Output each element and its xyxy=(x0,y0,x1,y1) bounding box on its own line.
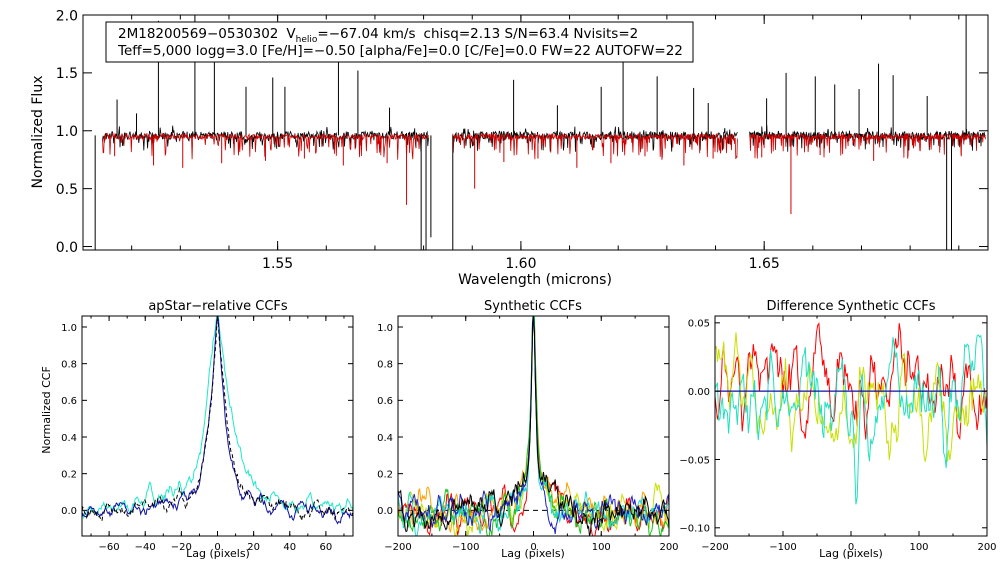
y-tick-label: 1.0 xyxy=(61,323,77,334)
x-tick-label: 20 xyxy=(247,542,260,553)
visit-2-ccf-line xyxy=(81,315,354,525)
y-tick-label: 2.0 xyxy=(56,8,78,24)
v-subscript: helio xyxy=(296,35,318,45)
difference-x-ticks: −200 −100 0 100 200 xyxy=(701,316,997,553)
x-tick-label: 100 xyxy=(909,542,928,553)
y-tick-label: 0.00 xyxy=(688,387,710,398)
difference-ccf-panel: Difference Synthetic CCFs −200 −100 0 100 20… xyxy=(679,299,996,560)
observed-spectrum-segment xyxy=(452,126,738,152)
x-tick-label: −100 xyxy=(769,542,796,553)
combined-ccf-line xyxy=(81,315,354,522)
y-tick-label: 0.0 xyxy=(56,240,78,256)
s5-ccf-line xyxy=(397,315,670,537)
x-tick-label: −200 xyxy=(384,542,411,553)
x-tick-label: 100 xyxy=(592,542,611,553)
x-tick-label: 0 xyxy=(530,542,536,553)
annotation-line-2: Teff=5,000 logg=3.0 [Fe/H]=−0.50 [alpha/… xyxy=(117,43,683,59)
y-tick-label: 1.5 xyxy=(56,66,78,82)
y-tick-label: 0.0 xyxy=(61,506,77,517)
apstar-plot-area xyxy=(81,315,354,525)
synthetic-x-label: Lag (pixels) xyxy=(501,547,565,560)
y-tick-label: 0.4 xyxy=(377,433,393,444)
synthetic-x-ticks: −200 −100 0 100 200 xyxy=(384,316,679,553)
star-id: 2M18200569−0530302 xyxy=(118,26,278,42)
x-tick-label: −20 xyxy=(171,542,192,553)
annotation-frame xyxy=(105,21,694,63)
x-tick-label: 40 xyxy=(283,542,296,553)
y-tick-label: 0.4 xyxy=(61,433,77,444)
y-tick-label: 0.6 xyxy=(377,396,393,407)
x-tick-label: 0 xyxy=(848,542,854,553)
x-tick-label: 1.65 xyxy=(749,256,780,272)
apstar-y-ticks: 0.0 0.2 0.4 0.6 0.8 1.0 xyxy=(61,323,353,517)
x-tick-label: 1.55 xyxy=(262,256,293,272)
y-tick-label: −0.05 xyxy=(679,455,710,466)
synthetic-plot-area xyxy=(397,315,670,538)
synthetic-y-ticks: 0.0 0.2 0.4 0.6 0.8 1.0 xyxy=(377,323,669,517)
v-value: =−67.04 km/s xyxy=(317,26,415,42)
x-tick-label: −60 xyxy=(99,542,120,553)
x-tick-label: 0 xyxy=(214,542,220,553)
fit-stats: chisq=2.13 S/N=63.4 Nvisits=2 xyxy=(424,26,639,42)
y-tick-label: 1.0 xyxy=(377,323,393,334)
x-tick-label: −200 xyxy=(701,542,728,553)
apstar-x-label: Lag (pixels) xyxy=(186,547,250,560)
y-tick-label: 0.0 xyxy=(377,506,393,517)
y-tick-label: −0.10 xyxy=(679,524,710,535)
spectrum-frame xyxy=(82,14,989,251)
spectrum-y-label: Normalized Flux xyxy=(30,76,46,189)
visit-1-ccf-line xyxy=(81,315,354,520)
synthetic-ccf-panel: Synthetic CCFs −200 −100 0 100 200 0.0 0.2 0.4… xyxy=(377,299,678,560)
difference-frame xyxy=(714,315,988,537)
d3-difference-line xyxy=(714,334,988,505)
y-tick-label: 0.2 xyxy=(61,469,77,480)
y-tick-label: 0.8 xyxy=(377,359,393,370)
d1-difference-line xyxy=(714,322,988,440)
y-tick-label: 0.05 xyxy=(688,319,710,330)
spectrum-x-label: Wavelength (microns) xyxy=(458,272,612,288)
spectrum-x-ticks: 1.55 1.60 1.65 xyxy=(82,15,960,272)
y-tick-label: 0.2 xyxy=(377,469,393,480)
difference-plot-area xyxy=(714,322,988,505)
apstar-y-label: Normalized CCF xyxy=(40,366,53,454)
synthetic-panel-title: Synthetic CCFs xyxy=(484,299,582,314)
x-tick-label: −40 xyxy=(135,542,156,553)
apstar-x-ticks: −60 −40 −20 0 20 40 60 xyxy=(90,316,345,553)
model-spectrum-segment xyxy=(452,132,738,160)
spectrum-panel: 1.55 1.60 1.65 0.0 0.5 1.0 1.5 2.0 Wavelength … xyxy=(30,8,989,288)
annotation-line-1: 2M18200569−0530302 Vhelio=−67.04 km/s chis… xyxy=(118,26,638,45)
annotation-box: 2M18200569−0530302 Vhelio=−67.04 km/s chis… xyxy=(105,21,694,63)
difference-y-ticks: −0.10 −0.05 0.00 0.05 xyxy=(679,319,987,535)
difference-x-label: Lag (pixels) xyxy=(819,547,883,560)
y-tick-label: 0.5 xyxy=(56,182,78,198)
apstar-ccf-panel: apStar−relative CCFs −60 −40 −20 0 20 40 60 0.… xyxy=(40,299,354,560)
y-tick-label: 1.0 xyxy=(56,124,78,140)
difference-panel-title: Difference Synthetic CCFs xyxy=(766,299,935,314)
x-tick-label: 1.60 xyxy=(505,256,536,272)
x-tick-label: 200 xyxy=(659,542,678,553)
y-tick-label: 0.6 xyxy=(61,396,77,407)
y-tick-label: 0.8 xyxy=(61,359,77,370)
x-tick-label: 60 xyxy=(320,542,333,553)
x-tick-label: 200 xyxy=(977,542,996,553)
x-tick-label: −100 xyxy=(452,542,479,553)
spacer: V xyxy=(286,26,296,42)
apstar-panel-title: apStar−relative CCFs xyxy=(148,299,288,314)
spectrum-y-ticks: 0.0 0.5 1.0 1.5 2.0 xyxy=(56,8,988,256)
